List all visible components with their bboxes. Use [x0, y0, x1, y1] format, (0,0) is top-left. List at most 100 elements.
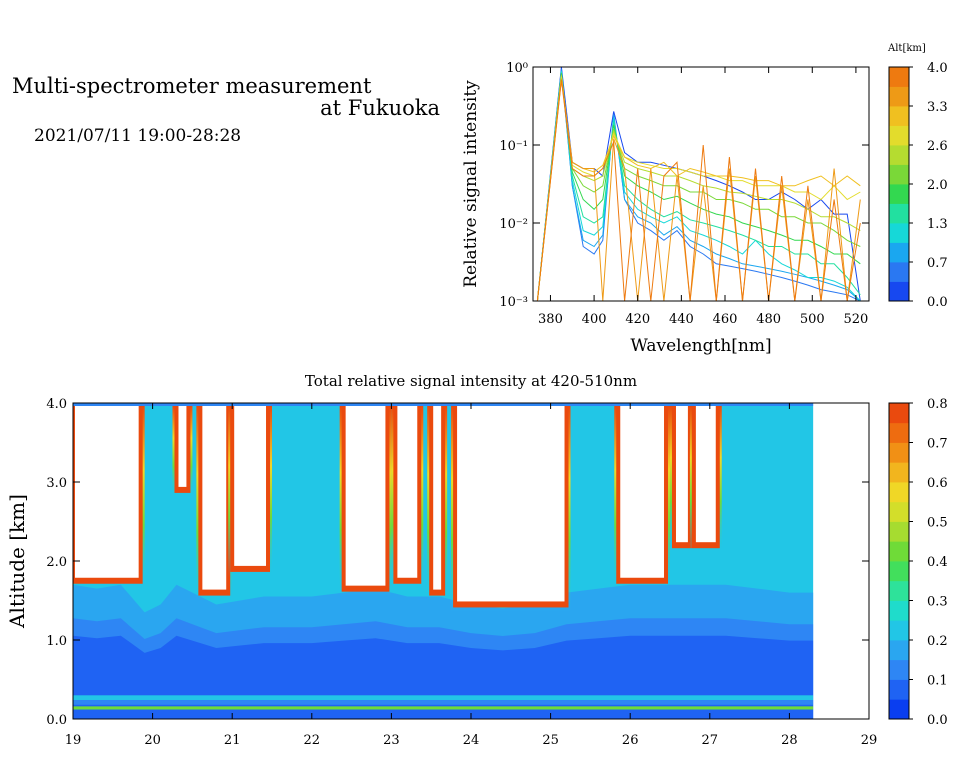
- altitude-heatmap-chart: Total relative signal intensity at 420-5…: [5, 372, 877, 748]
- intensity-colorbar-swatch-8: [889, 541, 909, 562]
- altitude-colorbar: [889, 67, 909, 302]
- spectrum-y-tick-label-3: 10⁻³: [499, 295, 528, 310]
- altitude-colorbar-tick-label-4: 1.3: [927, 217, 948, 232]
- heatmap-y-tick-label-4: 4.0: [46, 397, 67, 412]
- spectrum-x-tick-label-7: 520: [843, 312, 868, 327]
- spectrum-series-line-1: [536, 68, 861, 301]
- altitude-legend-title: Alt[km]: [887, 43, 926, 54]
- altitude-colorbar-swatch-4: [889, 203, 909, 224]
- spectrum-x-tick-label-2: 420: [625, 312, 650, 327]
- spectrum-series-line-5: [536, 73, 861, 301]
- altitude-colorbar-swatch-10: [889, 86, 909, 107]
- page-title-line1: Multi-spectrometer measurement: [12, 74, 372, 98]
- altitude-colorbar-swatch-8: [889, 125, 909, 146]
- heatmap-cloud-core-0: [75, 406, 139, 578]
- intensity-colorbar-tick-label-1: 0.7: [927, 437, 948, 452]
- altitude-colorbar-swatch-3: [889, 223, 909, 243]
- spectrum-series-line-2: [536, 70, 861, 301]
- spectrum-x-ticks: 380 400 420 440 460 480 500 520: [538, 67, 868, 327]
- spectrum-chart: 380 400 420 440 460 480 500 520 10⁰ 10⁻¹ 10⁻² 10⁻³…: [461, 61, 870, 356]
- heatmap-x-tick-label-1: 20: [144, 733, 161, 748]
- intensity-colorbar: [889, 403, 909, 720]
- altitude-colorbar-swatch-9: [889, 106, 909, 126]
- intensity-colorbar-tick-label-2: 0.6: [927, 476, 948, 491]
- spectrum-x-tick-label-3: 440: [669, 312, 694, 327]
- heatmap-cloud-core-10: [695, 406, 716, 543]
- heatmap-x-tick-label-3: 22: [304, 733, 321, 748]
- intensity-colorbar-tick-label-8: 0.0: [927, 713, 948, 728]
- spectrum-y-tick-label-2: 10⁻²: [499, 217, 528, 232]
- intensity-colorbar-ticks: 0.8 0.7 0.6 0.5 0.4 0.3 0.2 0.1 0.0: [909, 397, 948, 728]
- heatmap-title: Total relative signal intensity at 420-5…: [305, 372, 637, 390]
- spectrum-y-tick-label-0: 10⁰: [506, 61, 528, 76]
- heatmap-x-tick-label-10: 29: [861, 733, 878, 748]
- intensity-colorbar-tick-label-4: 0.4: [927, 555, 948, 570]
- spectrum-x-tick-label-1: 400: [582, 312, 607, 327]
- spectrum-x-tick-label-4: 460: [713, 312, 738, 327]
- altitude-colorbar-swatch-11: [889, 67, 909, 87]
- altitude-colorbar-ticks: 4.0 3.3 2.6 2.0 1.3 0.7 0.0: [909, 61, 948, 310]
- altitude-colorbar-tick-label-6: 0.0: [927, 295, 948, 310]
- intensity-colorbar-swatch-1: [889, 679, 909, 700]
- spectrum-series-line-3: [536, 71, 861, 301]
- intensity-colorbar-tick-label-5: 0.3: [927, 595, 948, 610]
- altitude-colorbar-tick-label-5: 0.7: [927, 256, 948, 271]
- spectrum-x-tick-label-0: 380: [538, 312, 563, 327]
- intensity-colorbar-tick-label-7: 0.1: [927, 674, 948, 689]
- intensity-colorbar-swatch-15: [889, 403, 909, 424]
- spectrum-x-axis-label: Wavelength[nm]: [630, 336, 771, 356]
- intensity-colorbar-swatch-5: [889, 600, 909, 621]
- altitude-colorbar-swatch-1: [889, 262, 909, 282]
- measurement-datetime: 2021/07/11 19:00-28:28: [34, 126, 242, 146]
- heatmap-x-tick-label-9: 28: [781, 733, 798, 748]
- heatmap-y-tick-label-2: 2.0: [46, 555, 67, 570]
- heatmap-top-stripe: [73, 403, 814, 406]
- heatmap-x-tick-label-2: 21: [224, 733, 241, 748]
- heatmap-x-tick-label-7: 26: [622, 733, 639, 748]
- heatmap-cloud-core-8: [620, 406, 665, 578]
- heatmap-cloud-core-4: [345, 406, 386, 586]
- heatmap-cloud-core-6: [433, 406, 442, 590]
- altitude-colorbar-tick-label-3: 2.0: [927, 178, 948, 193]
- spectrum-series-line-7: [536, 75, 861, 301]
- heatmap-y-tick-label-3: 3.0: [46, 476, 67, 491]
- heatmap-surface-band-lower: [73, 706, 814, 710]
- intensity-colorbar-group: 0.8 0.7 0.6 0.5 0.4 0.3 0.2 0.1 0.0: [888, 397, 948, 728]
- spectrum-y-tick-label-1: 10⁻¹: [499, 139, 528, 154]
- intensity-colorbar-swatch-9: [889, 521, 909, 542]
- heatmap-x-tick-label-5: 24: [463, 733, 480, 748]
- intensity-colorbar-swatch-2: [889, 659, 909, 680]
- spectrum-y-ticks: 10⁰ 10⁻¹ 10⁻² 10⁻³: [499, 61, 869, 310]
- spectrum-series-line-10: [536, 79, 861, 301]
- heatmap-field: [73, 403, 869, 719]
- intensity-colorbar-tick-label-6: 0.2: [927, 634, 948, 649]
- heatmap-cloud-core-2: [202, 406, 227, 590]
- intensity-colorbar-tick-label-3: 0.5: [927, 516, 948, 531]
- spectrum-series-line-9: [536, 78, 861, 301]
- heatmap-cloud-core-3: [234, 406, 267, 566]
- intensity-colorbar-swatch-13: [889, 442, 909, 463]
- intensity-colorbar-tick-label-0: 0.8: [927, 397, 948, 412]
- heatmap-surface-band-mid: [73, 700, 814, 705]
- altitude-legend: Alt[km] 4.0 3.3 2.6 2.0 1.3 0.7 0.0: [887, 43, 948, 310]
- heatmap-y-axis-label: Altitude [km]: [5, 494, 29, 629]
- altitude-colorbar-swatch-2: [889, 242, 909, 263]
- spectrum-series-line-8: [536, 76, 861, 301]
- heatmap-cloud-core-5: [397, 406, 418, 578]
- heatmap-x-ticks: 19 20 21 22 23 24 25 26 27 28 29: [65, 403, 878, 748]
- heatmap-y-tick-label-0: 0.0: [46, 713, 67, 728]
- altitude-colorbar-swatch-5: [889, 184, 909, 204]
- intensity-colorbar-swatch-11: [889, 482, 909, 503]
- heatmap-cloud-core-1: [178, 406, 187, 487]
- heatmap-no-data-region: [813, 403, 869, 719]
- intensity-colorbar-swatch-14: [889, 422, 909, 443]
- altitude-colorbar-tick-label-1: 3.3: [927, 100, 948, 115]
- spectrum-x-tick-label-6: 500: [800, 312, 825, 327]
- heatmap-cloud-core-9: [675, 406, 688, 543]
- spectrum-y-axis-label: Relative signal intensity: [461, 80, 481, 288]
- intensity-colorbar-swatch-12: [889, 462, 909, 483]
- page-title-line2: at Fukuoka: [320, 96, 440, 120]
- spectrum-series-line-11: [536, 80, 861, 301]
- spectrum-series-group: [536, 67, 861, 301]
